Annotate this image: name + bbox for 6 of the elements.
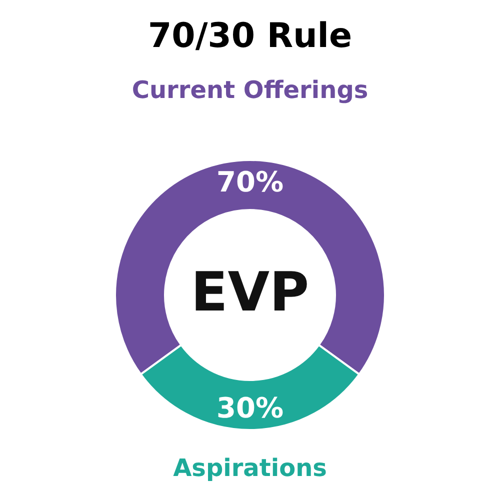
chart-title: 70/30 Rule [148,16,352,56]
slice-label: Current Offerings [132,76,368,104]
text: EVP [190,260,310,324]
data-label: 30% [216,392,284,424]
slice-label: Aspirations [173,454,327,482]
data-label: 70% [216,166,284,198]
